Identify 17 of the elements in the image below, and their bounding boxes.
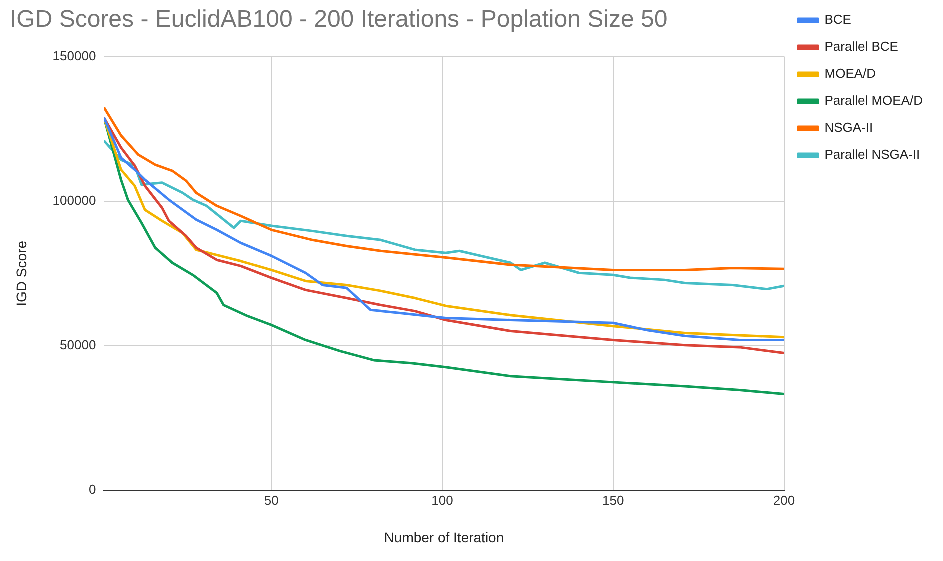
y-tick-label: 150000 <box>52 48 96 64</box>
legend-label: Parallel NSGA-II <box>824 147 920 162</box>
y-axis-title: IGD Score <box>13 240 30 306</box>
x-tick-label: 50 <box>264 492 279 508</box>
y-tick-label: 100000 <box>52 192 96 208</box>
legend-label: NSGA-II <box>824 120 874 136</box>
legend-label: Parallel BCE <box>824 39 899 54</box>
chart-title: IGD Scores - EuclidAB100 - 200 Iterations - Poplation Size 50 <box>10 6 668 34</box>
x-tick-label: 200 <box>773 492 796 508</box>
y-tick-label: 0 <box>88 482 96 498</box>
x-tick-label: 150 <box>602 492 624 508</box>
legend-label: BCE <box>824 12 852 28</box>
legend-label: MOEA/D <box>824 66 876 82</box>
y-tick-label: 50000 <box>60 338 96 353</box>
legend-label: Parallel MOEA/D <box>824 93 923 108</box>
x-axis-title: Number of Iteration <box>384 529 504 546</box>
x-tick-label: 100 <box>432 492 454 508</box>
